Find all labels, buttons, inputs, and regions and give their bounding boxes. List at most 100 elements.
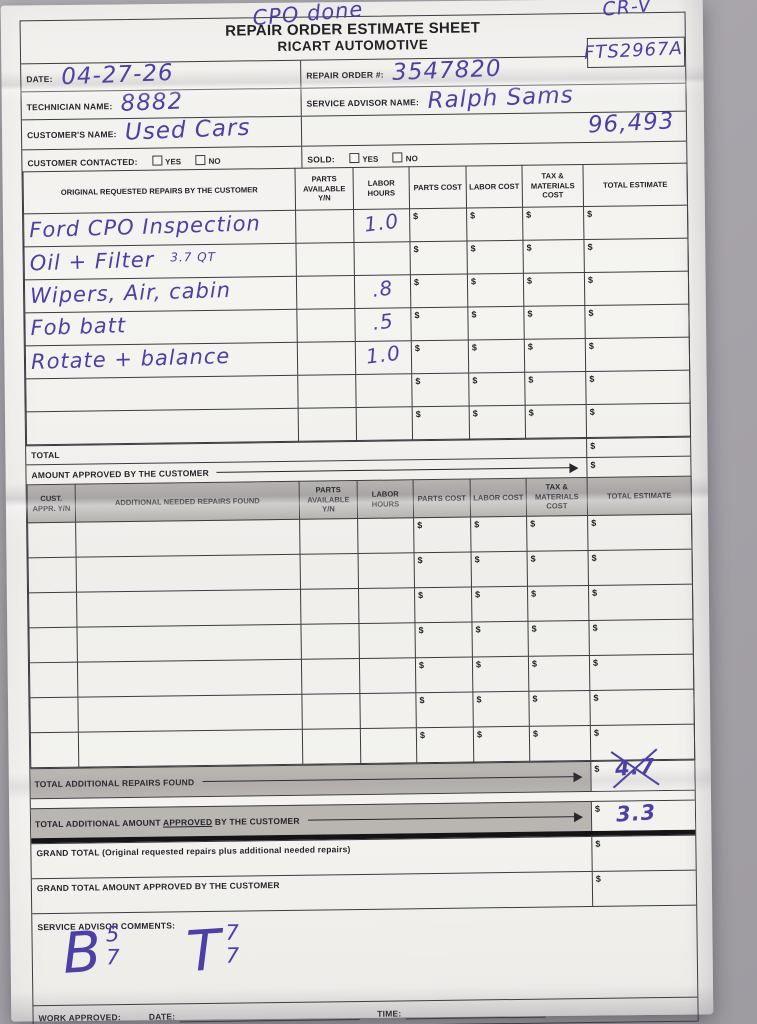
approval-arrow bbox=[307, 815, 582, 821]
labor-hours-cell: 1.0 bbox=[353, 209, 410, 243]
parts-available-cell bbox=[300, 553, 359, 590]
handwritten-advisor-name: Ralph Sams bbox=[426, 82, 574, 114]
tax-materials-cost-cell: $ bbox=[527, 585, 589, 622]
total-estimate-cell: $ bbox=[588, 584, 693, 621]
col-header-parts-available: PARTS AVAILABLE Y/N bbox=[294, 167, 354, 211]
customer-label: CUSTOMER'S NAME: bbox=[26, 129, 117, 141]
parts-available-cell bbox=[298, 407, 357, 442]
parts-cost-cell: $ bbox=[415, 692, 474, 728]
col-header-parts-cost: PARTS COST bbox=[413, 479, 471, 518]
parts-cost-cell: $ bbox=[409, 241, 468, 275]
grand-total-approved-label: GRAND TOTAL AMOUNT APPROVED BY THE CUSTO… bbox=[36, 880, 280, 894]
footer-date-label: DATE: bbox=[148, 1010, 176, 1022]
labor-cost-cell: $ bbox=[467, 306, 525, 341]
cust-appr-cell bbox=[28, 592, 77, 628]
repair-order-form: CPO done CR-V REPAIR ORDER ESTIMATE SHEE… bbox=[19, 0, 699, 1024]
labor-cost-cell: $ bbox=[473, 726, 530, 762]
handwritten-fraction: 7 bbox=[225, 943, 241, 968]
labor-cost-cell: $ bbox=[471, 551, 528, 588]
dollar-sign: $ bbox=[594, 803, 600, 814]
parts-available-cell bbox=[302, 728, 361, 765]
footer-time-label: TIME: bbox=[377, 1007, 402, 1019]
handwritten-letter-t: T bbox=[184, 917, 224, 986]
sold-no-checkbox bbox=[392, 152, 403, 163]
col-header-additional-repairs: ADDITIONAL NEEDED REPAIRS FOUND bbox=[75, 481, 300, 523]
contacted-yes-checkbox bbox=[151, 155, 163, 166]
parts-available-cell bbox=[299, 518, 359, 555]
grand-total-cell: $ bbox=[591, 835, 696, 871]
grand-total-approved-cell: $ bbox=[591, 870, 697, 906]
total-estimate-cell: $ bbox=[589, 654, 694, 691]
date-label: DATE: bbox=[26, 73, 53, 85]
approval-arrow bbox=[202, 775, 581, 783]
total-additional-found-label: TOTAL ADDITIONAL REPAIRS FOUND bbox=[34, 776, 195, 789]
amount-approved-cell: $ bbox=[586, 456, 691, 477]
total-estimate-cell: $ bbox=[583, 205, 688, 240]
cust-appr-cell bbox=[28, 557, 77, 593]
additional-repair-description-cell bbox=[77, 694, 303, 733]
stock-number-box: FTS2967A bbox=[583, 36, 686, 68]
tax-materials-cost-cell: $ bbox=[528, 690, 591, 727]
repair-order-label: REPAIR ORDER #: bbox=[306, 69, 384, 81]
handwritten-comments: B 5 7 T 7 7 bbox=[61, 917, 241, 987]
additional-repair-description-cell bbox=[77, 659, 302, 698]
labor-cost-cell: $ bbox=[468, 339, 525, 374]
customer-contacted-label: CUSTOMER CONTACTED: bbox=[27, 156, 138, 169]
labor-hours-cell bbox=[355, 373, 413, 408]
labor-cost-cell: $ bbox=[472, 656, 529, 693]
tax-materials-cost-cell: $ bbox=[524, 338, 586, 373]
grand-total-label: GRAND TOTAL (Original requested repairs … bbox=[36, 844, 351, 859]
col-header-parts-cost: PARTS COST bbox=[408, 166, 467, 209]
additional-repair-description-cell bbox=[76, 624, 302, 663]
parts-cost-cell: $ bbox=[410, 274, 468, 308]
total-estimate-cell: $ bbox=[589, 689, 695, 726]
handwritten-mileage: 96,493 bbox=[586, 108, 675, 139]
date-signature-line bbox=[179, 1007, 360, 1022]
tax-materials-cost-cell: $ bbox=[528, 655, 590, 692]
labor-cost-cell: $ bbox=[472, 691, 530, 728]
col-header-total-estimate: TOTAL ESTIMATE bbox=[582, 163, 688, 207]
labor-cost-cell: $ bbox=[470, 516, 528, 553]
cust-appr-cell bbox=[29, 662, 78, 698]
total-additional-approved-cell: $ 3.3 bbox=[590, 800, 696, 831]
time-signature-line bbox=[405, 1005, 546, 1019]
handwritten-fraction: 7 bbox=[225, 920, 241, 945]
original-repairs-table: ORIGINAL REQUESTED REPAIRS BY THE CUSTOM… bbox=[23, 163, 692, 446]
parts-cost-cell: $ bbox=[411, 373, 470, 407]
labor-hours-cell bbox=[358, 622, 416, 659]
repair-description-cell: Oil + Filter 3.7 QT bbox=[23, 243, 297, 280]
tax-materials-cost-cell: $ bbox=[524, 371, 587, 406]
repair-description-cell bbox=[26, 408, 299, 445]
repair-description-cell bbox=[25, 375, 299, 412]
parts-available-cell bbox=[300, 588, 359, 625]
parts-cost-cell: $ bbox=[412, 406, 470, 440]
handwritten-crossed-out-total: 4.7 bbox=[614, 754, 656, 781]
parts-available-cell bbox=[300, 623, 360, 660]
parts-available-cell bbox=[296, 308, 356, 343]
additional-repair-description-cell bbox=[75, 519, 301, 558]
handwritten-customer-name: Used Cars bbox=[124, 114, 251, 146]
labor-cost-cell: $ bbox=[466, 207, 523, 242]
labor-cost-cell: $ bbox=[468, 372, 526, 407]
additional-repairs-table: CUST. APPR. Y/N ADDITIONAL NEEDED REPAIR… bbox=[27, 476, 696, 769]
technician-field: TECHNICIAN NAME: 8882 bbox=[21, 88, 302, 120]
customer-field: CUSTOMER'S NAME: Used Cars bbox=[21, 114, 303, 150]
parts-available-cell bbox=[301, 693, 361, 730]
tax-materials-cost-cell: $ bbox=[529, 725, 591, 762]
labor-cost-cell: $ bbox=[467, 273, 524, 308]
parts-cost-cell: $ bbox=[409, 208, 467, 242]
total-estimate-cell: $ bbox=[588, 549, 693, 586]
col-header-labor-hours: LABOR HOURS bbox=[357, 479, 414, 519]
sold-label: SOLD: bbox=[307, 154, 335, 165]
labor-cost-cell: $ bbox=[466, 240, 524, 275]
tax-materials-cost-cell: $ bbox=[523, 272, 585, 307]
approval-arrow bbox=[216, 466, 577, 474]
paper-sheet: CPO done CR-V REPAIR ORDER ESTIMATE SHEE… bbox=[0, 0, 714, 1024]
handwritten-stock-number: FTS2967A bbox=[583, 37, 684, 64]
parts-cost-cell: $ bbox=[414, 622, 473, 658]
parts-available-cell bbox=[296, 275, 355, 310]
parts-available-cell bbox=[297, 374, 357, 409]
repair-description-cell: Rotate + balance bbox=[25, 342, 298, 379]
tax-materials-cost-cell: $ bbox=[525, 404, 587, 439]
